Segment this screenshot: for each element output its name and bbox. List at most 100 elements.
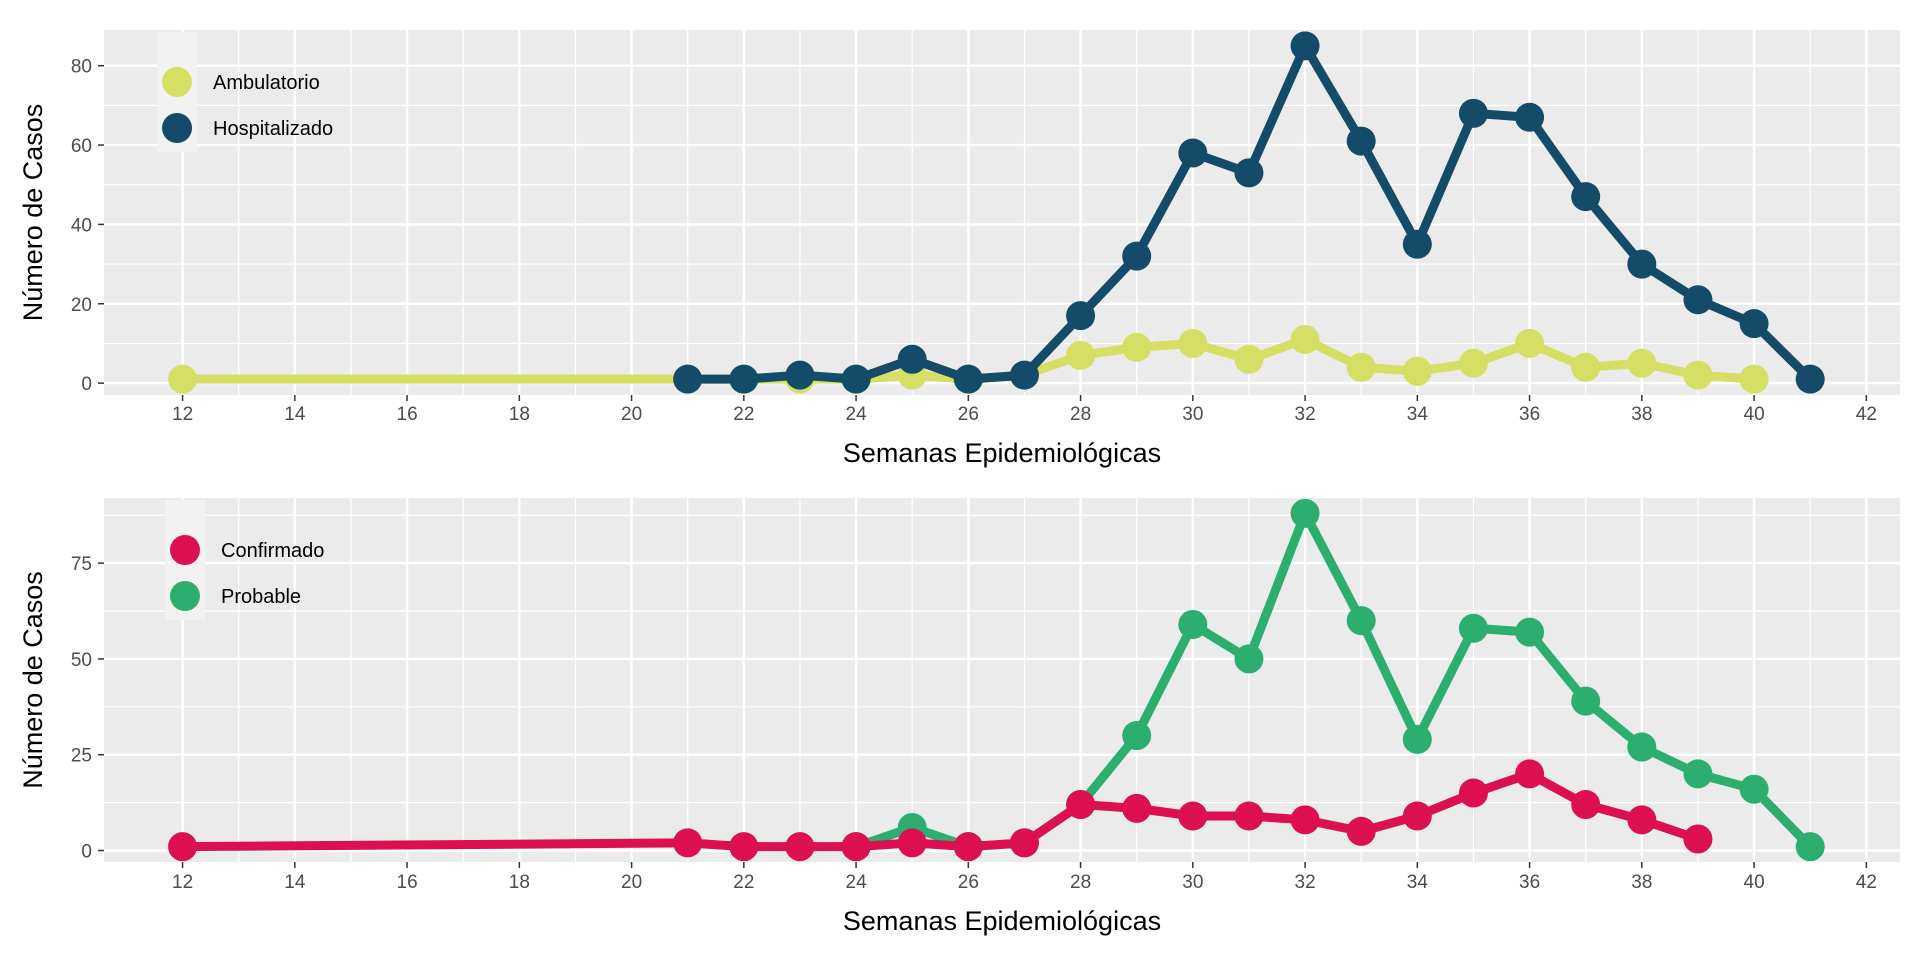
data-point — [785, 832, 815, 862]
data-point — [1290, 31, 1320, 61]
x-tick-label: 24 — [846, 872, 868, 893]
data-point — [785, 360, 815, 390]
x-tick-label: 14 — [284, 404, 306, 425]
x-tick-label: 12 — [172, 404, 193, 425]
data-point — [1515, 102, 1545, 132]
y-tick-label: 25 — [71, 746, 92, 767]
data-point — [841, 364, 871, 394]
data-point — [673, 364, 703, 394]
data-point — [1346, 816, 1376, 846]
data-point — [1795, 832, 1825, 862]
data-point — [1627, 348, 1657, 378]
x-tick-label: 38 — [1631, 404, 1652, 425]
data-point — [1009, 360, 1039, 390]
data-point — [1122, 721, 1152, 751]
data-point — [841, 832, 871, 862]
legend-label: Hospitalizado — [213, 118, 333, 140]
data-point — [1122, 332, 1152, 362]
data-point — [1346, 352, 1376, 382]
y-tick-label: 20 — [71, 295, 92, 316]
x-tick-label: 28 — [1070, 404, 1091, 425]
legend-key-point — [162, 67, 192, 97]
y-tick-label: 0 — [81, 374, 92, 395]
x-tick-label: 18 — [509, 404, 530, 425]
data-point — [1627, 732, 1657, 762]
x-tick-label: 22 — [733, 404, 754, 425]
data-point — [1346, 126, 1376, 156]
series-hospitalizado — [673, 31, 1825, 394]
data-point — [673, 828, 703, 858]
data-point — [1234, 158, 1264, 188]
data-point — [1739, 774, 1769, 804]
data-point — [1683, 285, 1713, 315]
data-point — [1627, 805, 1657, 835]
data-point — [1122, 793, 1152, 823]
data-point — [897, 344, 927, 374]
y-axis-title: Número de Casos — [18, 571, 48, 789]
x-tick-label: 12 — [172, 872, 193, 893]
data-point — [729, 364, 759, 394]
x-tick-label: 18 — [509, 872, 530, 893]
data-point — [1795, 364, 1825, 394]
data-point — [1458, 613, 1488, 643]
legend-key-point — [170, 535, 200, 565]
x-tick-label: 16 — [397, 404, 418, 425]
data-point — [1571, 182, 1601, 212]
data-point — [1234, 644, 1264, 674]
data-point — [1683, 360, 1713, 390]
x-tick-label: 16 — [397, 872, 418, 893]
data-point — [1290, 805, 1320, 835]
data-point — [1290, 324, 1320, 354]
data-point — [897, 828, 927, 858]
data-point — [729, 832, 759, 862]
x-tick-label: 30 — [1182, 872, 1203, 893]
x-tick-label: 32 — [1295, 872, 1316, 893]
legend-key-point — [170, 581, 200, 611]
legend: Ambulatorio Hospitalizado — [157, 32, 333, 152]
data-point — [1458, 98, 1488, 128]
legend-label: Confirmado — [221, 540, 324, 562]
data-point — [1739, 309, 1769, 339]
y-tick-label: 0 — [81, 842, 92, 863]
data-point — [1571, 352, 1601, 382]
legend-key-point — [162, 113, 192, 143]
y-tick-label: 75 — [71, 554, 92, 575]
x-tick-label: 32 — [1295, 404, 1316, 425]
data-point — [1627, 249, 1657, 279]
x-tick-label: 24 — [846, 404, 868, 425]
data-point — [1346, 606, 1376, 636]
x-axis-title: Semanas Epidemiológicas — [843, 906, 1161, 936]
x-tick-label: 40 — [1744, 872, 1765, 893]
data-point — [168, 832, 198, 862]
chart-panel-2: 12 14 16 18 20 22 24 26 28 30 32 34 36 38 40 42 0 25 50 75 S… — [18, 498, 1900, 936]
data-point — [1066, 340, 1096, 370]
x-tick-label: 34 — [1407, 404, 1429, 425]
legend-label: Probable — [221, 586, 301, 608]
data-point — [1066, 790, 1096, 820]
data-point — [1683, 824, 1713, 854]
data-point — [1683, 759, 1713, 789]
data-point — [1402, 356, 1432, 386]
x-tick-label: 20 — [621, 404, 642, 425]
x-axis-title: Semanas Epidemiológicas — [843, 438, 1161, 468]
data-point — [1009, 828, 1039, 858]
x-tick-label: 42 — [1856, 872, 1877, 893]
chart-panel-1: 12 14 16 18 20 22 24 26 28 30 32 34 36 38 40 42 0 20 40 60 8… — [18, 30, 1900, 468]
x-tick-label: 36 — [1519, 872, 1540, 893]
x-tick-label: 40 — [1744, 404, 1765, 425]
data-point — [1515, 759, 1545, 789]
data-point — [1178, 609, 1208, 639]
data-point — [1571, 790, 1601, 820]
data-point — [1739, 364, 1769, 394]
data-point — [1571, 686, 1601, 716]
y-tick-label: 40 — [71, 215, 92, 236]
data-point — [953, 832, 983, 862]
x-tick-label: 22 — [733, 872, 754, 893]
data-point — [1458, 348, 1488, 378]
data-point — [1178, 801, 1208, 831]
legend: Confirmado Probable — [165, 500, 324, 620]
x-tick-label: 28 — [1070, 872, 1091, 893]
y-tick-label: 60 — [71, 136, 92, 157]
x-tick-label: 30 — [1182, 404, 1203, 425]
data-point — [1402, 724, 1432, 754]
